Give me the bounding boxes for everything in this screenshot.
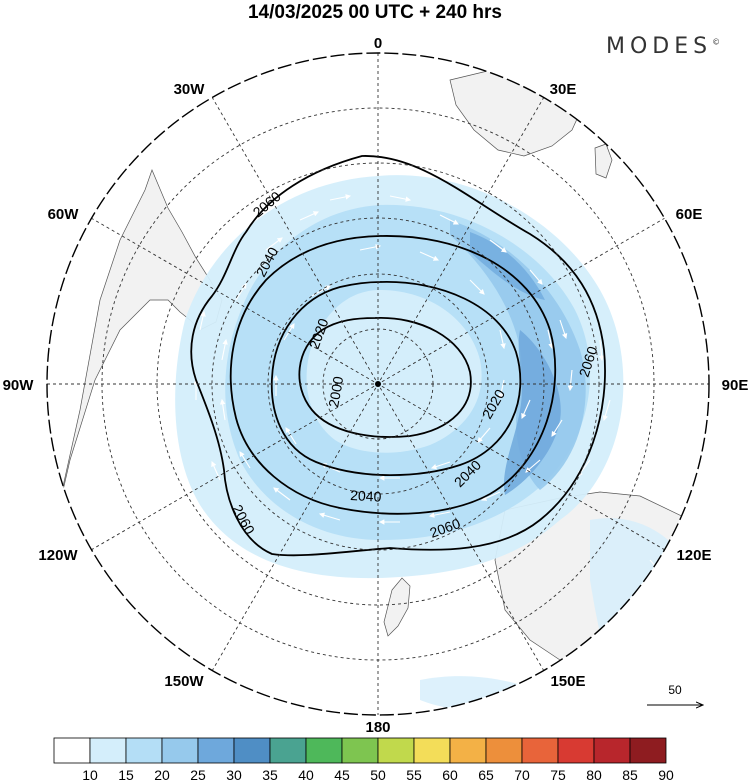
colorbar-label: 70 xyxy=(514,767,530,782)
contour-2000 xyxy=(298,317,472,438)
colorbar-label: 30 xyxy=(226,767,242,782)
lon-label-150e: 150E xyxy=(550,673,585,690)
colorbar-label: 10 xyxy=(82,767,98,782)
map-boundary xyxy=(46,52,710,716)
contour-label-2000: 2000 xyxy=(325,375,346,409)
colorbar-label: 65 xyxy=(478,767,494,782)
contour-2020 xyxy=(270,281,522,476)
colorbar-label: 50 xyxy=(370,767,386,782)
lon-label-90e: 90E xyxy=(722,377,749,394)
colorbar-label: 35 xyxy=(262,767,278,782)
colorbar-swatch xyxy=(305,737,343,764)
colorbar-swatch xyxy=(449,737,487,764)
colorbar-label: 85 xyxy=(622,767,638,782)
lon-label-120e: 120E xyxy=(676,547,711,564)
colorbar-swatch xyxy=(53,737,91,764)
colorbar-label: 80 xyxy=(586,767,602,782)
lon-label-150w: 150W xyxy=(164,673,204,690)
lon-label-60w: 60W xyxy=(48,206,80,223)
lon-label-120w: 120W xyxy=(38,547,78,564)
lon-label-90w: 90W xyxy=(3,377,35,394)
colorbar-swatch xyxy=(269,737,307,764)
map-title: 14/03/2025 00 UTC + 240 hrs xyxy=(247,2,503,23)
south-pole-marker xyxy=(375,381,381,387)
colorbar-label: 20 xyxy=(154,767,170,782)
colorbar-swatch xyxy=(377,737,415,764)
colorbar-swatch xyxy=(233,737,271,764)
wind-reference-value: 50 xyxy=(668,683,682,697)
colorbar-label: 55 xyxy=(406,767,422,782)
colorbar-swatch xyxy=(557,737,595,764)
brand-name: MODES xyxy=(606,34,713,59)
colorbar-swatch xyxy=(89,737,127,764)
copyright-mark: © xyxy=(712,37,721,47)
contour-2060 xyxy=(190,155,606,557)
colorbar-swatch xyxy=(161,737,199,764)
colorbar-swatch xyxy=(485,737,523,764)
wind-vectors xyxy=(193,194,663,635)
colorbar-label: 45 xyxy=(334,767,350,782)
colorbar-label: 25 xyxy=(190,767,206,782)
new-zealand-land xyxy=(383,577,411,637)
brand-logo: MODES© xyxy=(606,34,720,59)
contour-label-2040: 2040 xyxy=(350,487,382,505)
colorbar-swatch xyxy=(413,737,451,764)
colorbar: 10 15 20 25 30 35 40 45 50 55 60 65 70 75 80 85 90 xyxy=(53,737,674,782)
lon-label-0: 0 xyxy=(374,35,382,52)
wind-speed-shading xyxy=(175,175,701,712)
wind-reference: 50 xyxy=(647,683,703,705)
colorbar-label: 75 xyxy=(550,767,566,782)
colorbar-swatch xyxy=(593,737,631,764)
colorbar-label: 15 xyxy=(118,767,134,782)
colorbar-label: 60 xyxy=(442,767,458,782)
colorbar-label: 40 xyxy=(298,767,314,782)
colorbar-swatch xyxy=(125,737,163,764)
geopotential-contours xyxy=(190,155,606,557)
colorbar-swatch xyxy=(629,737,667,764)
madagascar-land xyxy=(594,143,613,179)
contour-2040 xyxy=(229,235,557,515)
lon-label-180: 180 xyxy=(365,719,390,736)
lon-label-60e: 60E xyxy=(676,206,703,223)
lon-label-30e: 30E xyxy=(550,81,577,98)
lon-label-30w: 30W xyxy=(174,81,206,98)
colorbar-swatch xyxy=(521,737,559,764)
colorbar-label: 90 xyxy=(658,767,674,782)
colorbar-swatch xyxy=(197,737,235,764)
colorbar-swatch xyxy=(341,737,379,764)
